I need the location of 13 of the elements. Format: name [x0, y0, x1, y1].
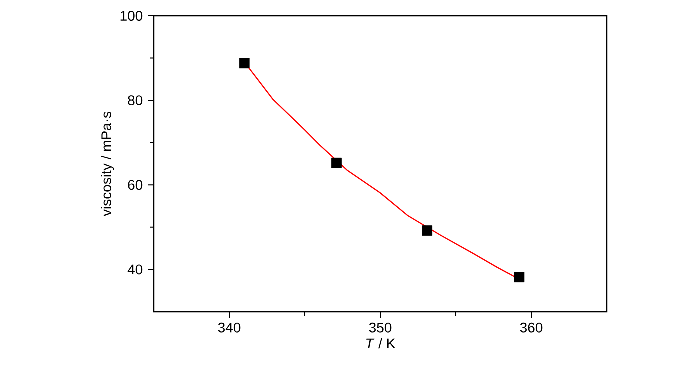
x-tick-label: 350: [369, 322, 392, 333]
x-tick-label: 360: [520, 322, 543, 333]
point: [422, 226, 433, 236]
y-tick-label: 80: [128, 96, 143, 106]
y-axis-title: viscosity / mPa·s: [101, 112, 114, 216]
y-tick-label: 100: [120, 11, 143, 21]
point: [514, 272, 525, 283]
point: [332, 158, 342, 168]
x-axis-title: T / K: [366, 338, 396, 349]
y-tick-label: 40: [128, 264, 143, 275]
point: [239, 58, 250, 69]
x-tick-label: 340: [218, 322, 241, 333]
y-tick-label: 60: [128, 180, 143, 190]
